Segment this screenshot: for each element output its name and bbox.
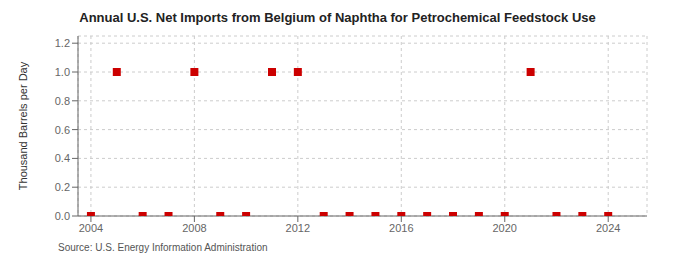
svg-text:0.0: 0.0 — [55, 210, 70, 222]
svg-text:2012: 2012 — [286, 222, 310, 234]
html-text:Annual U.S. Net Imports from B: Annual U.S. Net Imports from Belgium of … — [79, 10, 596, 25]
svg-text:2004: 2004 — [79, 222, 103, 234]
svg-text:2020: 2020 — [493, 222, 517, 234]
svg-text:0.4: 0.4 — [55, 152, 70, 164]
svg-text:1.2: 1.2 — [55, 37, 70, 49]
svg-text:2016: 2016 — [389, 222, 413, 234]
html-text:Source: U.S. Energy Informatio: Source: U.S. Energy Information Administ… — [58, 242, 268, 253]
svg-text:Thousand Barrels per Day: Thousand Barrels per Day — [17, 61, 29, 190]
svg-text:2008: 2008 — [182, 222, 206, 234]
svg-text:2024: 2024 — [596, 222, 620, 234]
svg-text:0.8: 0.8 — [55, 95, 70, 107]
svg-text:0.2: 0.2 — [55, 181, 70, 193]
svg-text:0.6: 0.6 — [55, 124, 70, 136]
svg-text:1.0: 1.0 — [55, 66, 70, 78]
